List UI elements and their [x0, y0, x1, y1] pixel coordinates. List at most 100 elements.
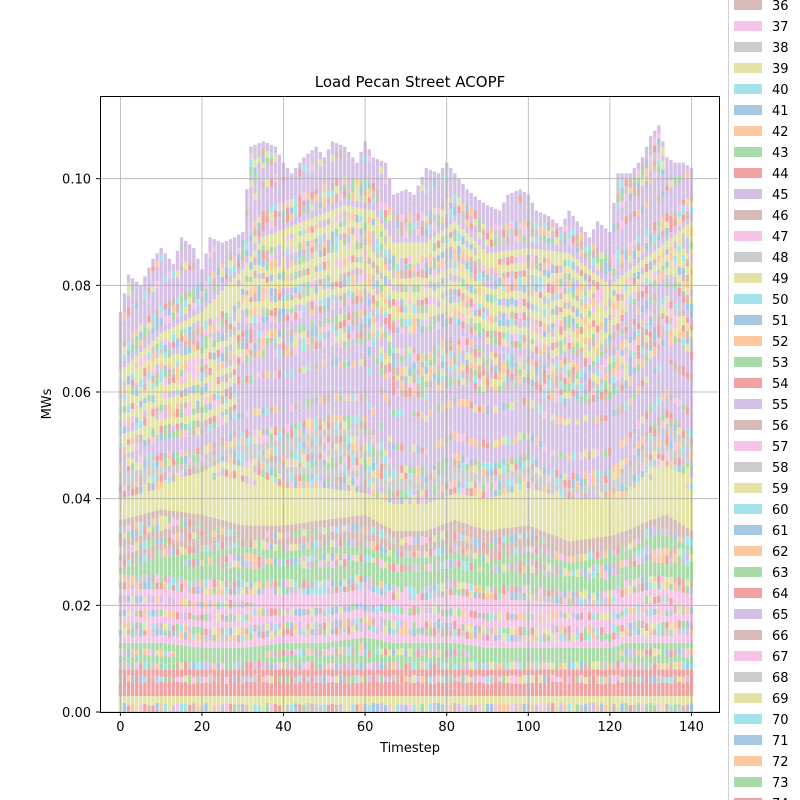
bar-segment [330, 622, 335, 629]
bar-segment [192, 501, 196, 506]
bar-segment [208, 359, 212, 368]
bar-segment [241, 412, 245, 418]
bar-segment [253, 587, 257, 595]
bar-segment [379, 368, 384, 376]
bar-segment [314, 293, 318, 300]
bar-segment [151, 271, 155, 279]
bar-segment [220, 569, 225, 575]
bar-segment [151, 595, 155, 603]
bar-segment [322, 171, 327, 179]
bar-segment [277, 636, 282, 644]
bar-segment [383, 669, 388, 677]
bar-segment [175, 347, 180, 354]
bar-segment [228, 548, 233, 555]
bar-segment [269, 511, 273, 518]
bar-segment [159, 341, 163, 349]
bar-segment [257, 483, 261, 490]
bar-segment [204, 661, 208, 670]
bar-segment [338, 565, 343, 573]
bar-segment [334, 580, 339, 587]
bar-segment [122, 333, 127, 341]
bar-segment [338, 401, 343, 410]
bar-segment [273, 322, 278, 330]
bar-segment [347, 516, 351, 525]
bar-segment [375, 399, 380, 408]
bar-segment [306, 440, 310, 446]
bar-segment [241, 579, 245, 588]
bar-segment [306, 205, 310, 214]
bar-segment [183, 696, 188, 703]
bar-segment [355, 539, 359, 547]
bar-segment [212, 564, 216, 572]
bar-segment [273, 510, 278, 520]
bar-segment [334, 336, 339, 343]
bar-segment [216, 682, 220, 690]
bar-segment [167, 528, 172, 537]
bar-segment [228, 513, 233, 523]
bar-segment [232, 530, 237, 536]
bar-segment [188, 581, 192, 586]
bar-segment [232, 464, 237, 471]
bar-segment [383, 358, 388, 365]
bar-segment [269, 621, 273, 632]
bar-segment [183, 539, 188, 549]
bar-segment [257, 617, 261, 625]
bar-segment [261, 582, 265, 589]
bar-segment [126, 397, 131, 405]
bar-segment [188, 408, 192, 416]
bar-segment [265, 504, 269, 512]
bar-segment [167, 322, 172, 330]
bar-segment [159, 432, 163, 440]
bar-segment [143, 534, 147, 541]
bar-segment [139, 345, 143, 352]
bar-segment [310, 608, 314, 616]
bar-segment [208, 696, 212, 704]
bar-segment [367, 339, 371, 347]
bar-segment [326, 655, 331, 664]
bar-segment [285, 502, 290, 510]
bar-segment [257, 143, 261, 149]
bar-segment [371, 482, 375, 490]
bar-segment [302, 630, 306, 637]
bar-segment [302, 269, 306, 277]
bar-segment [126, 439, 131, 445]
bar-segment [249, 437, 253, 445]
bar-segment [322, 630, 327, 636]
bar-segment [143, 499, 147, 506]
bar-segment [347, 463, 351, 470]
bar-segment [171, 539, 176, 550]
bar-segment [306, 461, 310, 467]
bar-segment [347, 532, 351, 540]
bar-segment [306, 418, 310, 427]
bar-segment [298, 222, 302, 231]
bar-segment [228, 560, 233, 569]
bar-segment [375, 506, 380, 515]
bar-segment [326, 546, 331, 554]
bar-segment [326, 303, 331, 311]
bar-segment [212, 615, 216, 621]
bar-segment [122, 609, 127, 617]
bar-segment [159, 615, 163, 624]
bar-segment [188, 347, 192, 354]
bar-segment [285, 269, 290, 275]
bar-segment [188, 258, 192, 265]
bar-segment [334, 185, 339, 194]
bar-segment [147, 532, 151, 542]
bar-segment [179, 259, 184, 267]
bar-segment [387, 619, 392, 628]
bar-segment [343, 401, 347, 409]
bar-segment [216, 294, 220, 302]
bar-segment [338, 442, 343, 451]
bar-segment [175, 630, 180, 638]
bar-segment [143, 630, 147, 636]
bar-segment [232, 335, 237, 341]
bar-segment [294, 271, 298, 280]
bar-segment [220, 416, 225, 425]
bar-segment [253, 519, 257, 526]
bar-segment [257, 357, 261, 367]
bar-segment [261, 638, 265, 646]
bar-segment [383, 583, 388, 591]
bar-segment [147, 560, 151, 569]
bar-segment [290, 689, 294, 696]
bar-segment [167, 286, 172, 295]
